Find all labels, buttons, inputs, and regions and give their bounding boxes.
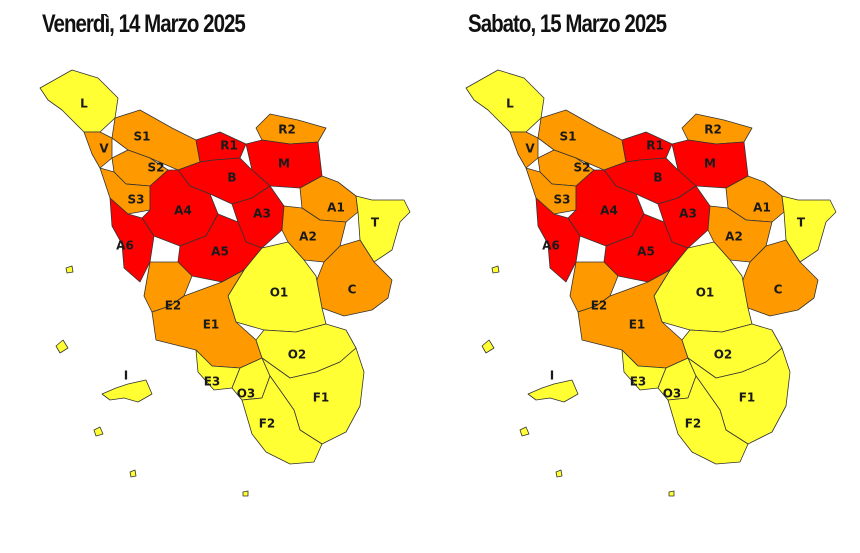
islet-shape	[519, 426, 530, 437]
zone-label-c: C	[348, 283, 357, 297]
islet-shape	[555, 469, 563, 478]
map-panel-saturday: L S1 V S2 S3 R1 R2 M B A4 A3 A5 A6 A1 A2 T C O1 E2 E1 O2 E3 O3…	[426, 0, 856, 553]
zone-label-a4: A4	[600, 204, 618, 218]
zone-label-a6: A6	[116, 239, 134, 253]
zone-i	[527, 379, 579, 403]
zone-label-o2: O2	[714, 348, 733, 362]
zone-label-a1: A1	[753, 201, 771, 215]
zone-t	[355, 195, 411, 263]
islet-shape	[55, 339, 69, 354]
zone-label-e2: E2	[591, 299, 608, 313]
zone-a6	[109, 197, 155, 283]
islet-shape	[93, 426, 104, 437]
zone-label-a2: A2	[299, 230, 317, 244]
zone-label-v: V	[525, 142, 535, 156]
zone-label-s1: S1	[134, 130, 151, 144]
zone-label-a3: A3	[679, 207, 697, 221]
zone-label-i: I	[550, 369, 554, 383]
zone-label-i: I	[124, 369, 128, 383]
alert-map-saturday: L S1 V S2 S3 R1 R2 M B A4 A3 A5 A6 A1 A2 T C O1 E2 E1 O2 E3 O3…	[465, 69, 837, 497]
zone-label-o2: O2	[288, 348, 307, 362]
zone-label-r2: R2	[278, 123, 296, 137]
map-title-saturday: Sabato, 15 Marzo 2025	[468, 10, 667, 38]
zone-t	[781, 195, 837, 263]
zone-label-e3: E3	[630, 375, 647, 389]
zone-label-s1: S1	[560, 130, 577, 144]
zone-label-o3: O3	[663, 387, 682, 401]
zone-l	[465, 69, 545, 133]
zone-a6	[535, 197, 581, 283]
zone-label-c: C	[774, 283, 783, 297]
zone-label-m: M	[704, 157, 716, 171]
zone-label-f2: F2	[259, 417, 276, 431]
zone-label-e3: E3	[204, 375, 221, 389]
zone-label-f2: F2	[685, 417, 702, 431]
zone-label-a3: A3	[253, 207, 271, 221]
zone-label-a5: A5	[637, 245, 655, 259]
zone-f2	[241, 375, 323, 465]
islet-shape	[129, 469, 137, 478]
zone-label-a5: A5	[211, 245, 229, 259]
zone-label-f1: F1	[313, 391, 330, 405]
zone-i	[101, 379, 153, 403]
map-title-friday: Venerdì, 14 Marzo 2025	[42, 10, 246, 38]
zone-label-r1: R1	[646, 139, 664, 153]
zone-label-s3: S3	[554, 193, 571, 207]
zone-label-t: T	[797, 216, 806, 230]
zone-label-s2: S2	[148, 161, 165, 175]
zone-l	[39, 69, 119, 133]
zone-label-e1: E1	[629, 318, 646, 332]
zone-label-a1: A1	[327, 201, 345, 215]
zone-label-s3: S3	[128, 193, 145, 207]
zone-label-a6: A6	[542, 239, 560, 253]
zone-label-t: T	[371, 216, 380, 230]
zone-label-m: M	[278, 157, 290, 171]
islet-shape	[668, 490, 675, 497]
zone-label-b: B	[653, 171, 662, 185]
zone-label-a4: A4	[174, 204, 192, 218]
zone-label-v: V	[99, 142, 109, 156]
zone-label-r2: R2	[704, 123, 722, 137]
zone-label-b: B	[227, 171, 236, 185]
islet-shape	[65, 265, 74, 274]
islet-shape	[491, 265, 500, 274]
zone-label-s2: S2	[574, 161, 591, 175]
zone-label-l: L	[80, 97, 88, 111]
zone-label-o1: O1	[270, 286, 289, 300]
zone-label-a2: A2	[725, 230, 743, 244]
zone-label-f1: F1	[739, 391, 756, 405]
zone-label-o1: O1	[696, 286, 715, 300]
zone-label-l: L	[506, 97, 514, 111]
alert-map-friday: L S1 V S2 S3 R1 R2 M B A4 A3 A5 A6 A1 A2 T C O1 E2 E1 O2 E3 O3…	[39, 69, 411, 497]
zone-f2	[667, 375, 749, 465]
zone-label-o3: O3	[237, 387, 256, 401]
islet-shape	[481, 339, 495, 354]
zone-label-e1: E1	[203, 318, 220, 332]
zone-label-r1: R1	[220, 139, 238, 153]
islet-shape	[242, 490, 249, 497]
zone-label-e2: E2	[165, 299, 182, 313]
map-panel-friday: L S1 V S2 S3 R1 R2 M B A4 A3 A5 A6 A1 A2 T C O1 E2 E1 O2 E3 O3…	[39, 10, 411, 497]
